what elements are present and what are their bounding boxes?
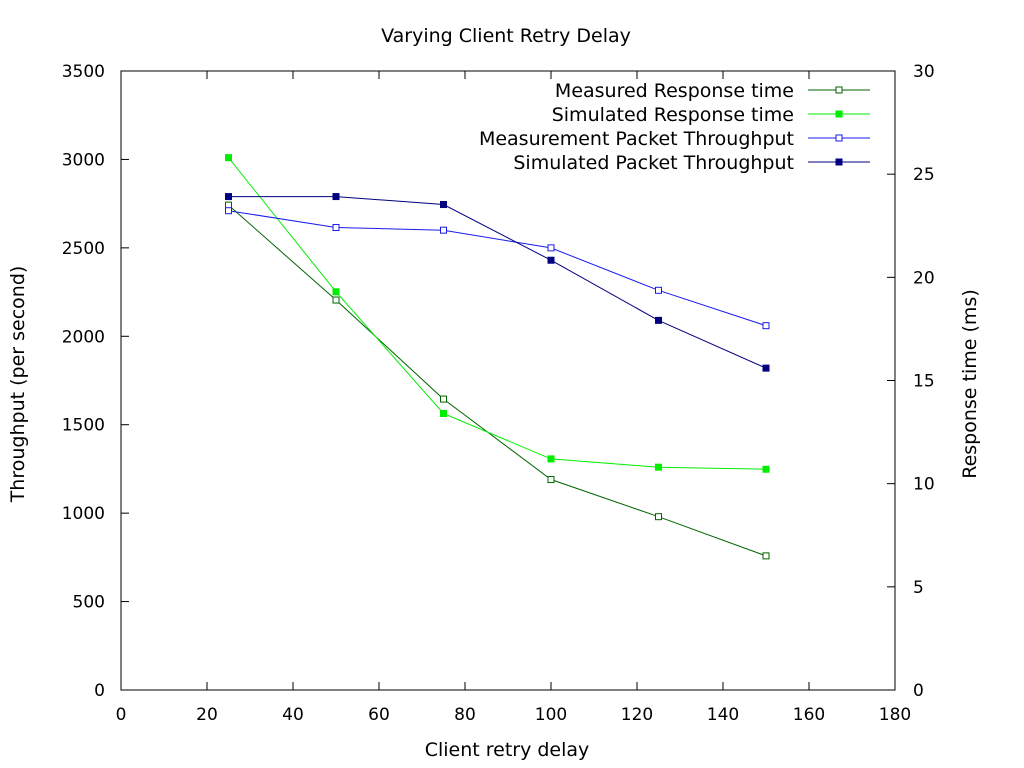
y-tick-label: 1000	[62, 504, 105, 524]
data-point	[225, 154, 232, 162]
data-point	[440, 410, 447, 418]
data-point	[332, 296, 340, 304]
y-tick-label: 3000	[62, 150, 105, 170]
y-tick-label: 500	[73, 593, 105, 613]
legend-marker	[835, 110, 843, 118]
x-tick-label: 120	[621, 705, 653, 725]
data-point	[225, 193, 232, 201]
legend-marker	[835, 158, 843, 166]
x-tick-label: 140	[707, 705, 739, 725]
series-line	[228, 157, 767, 470]
data-point	[762, 552, 770, 560]
y2-tick-label: 25	[913, 165, 935, 185]
data-point	[332, 193, 340, 201]
legend-marker	[835, 134, 843, 142]
y-axis-label: Throughput (per second)	[7, 266, 29, 504]
x-tick-label: 20	[196, 705, 218, 725]
series-2	[225, 207, 770, 330]
series-line	[228, 196, 767, 369]
y2-tick-label: 15	[913, 372, 935, 392]
series-layer	[225, 154, 770, 560]
data-point	[332, 224, 340, 232]
x-tick-label: 80	[454, 705, 476, 725]
y-tick-label: 2500	[62, 239, 105, 259]
data-point	[762, 322, 770, 330]
data-point	[655, 513, 662, 521]
data-point	[332, 288, 340, 296]
chart-title: Varying Client Retry Delay	[381, 25, 631, 47]
legend-label: Measured Response time	[555, 80, 794, 102]
y2-tick-label: 10	[913, 475, 935, 495]
y2-axis-label: Response time (ms)	[959, 289, 981, 479]
legend-label: Simulated Response time	[552, 104, 794, 126]
data-point	[655, 463, 662, 471]
data-point	[440, 395, 447, 403]
y-tick-label: 0	[94, 681, 105, 701]
data-point	[547, 244, 555, 252]
x-tick-label: 0	[116, 705, 127, 725]
data-point	[225, 201, 232, 209]
y-tick-label: 2000	[62, 327, 105, 347]
legend-marker	[835, 86, 843, 94]
data-point	[547, 256, 555, 264]
legend-label: Measurement Packet Throughput	[479, 128, 794, 150]
legend-label: Simulated Packet Throughput	[513, 152, 794, 174]
data-point	[655, 316, 662, 324]
x-tick-label: 40	[282, 705, 304, 725]
x-tick-label: 180	[879, 705, 911, 725]
series-line	[228, 204, 767, 557]
data-point	[655, 286, 662, 294]
y2-tick-label: 5	[913, 578, 924, 598]
series-line	[228, 210, 767, 327]
y-tick-label: 3500	[62, 62, 105, 82]
data-point	[440, 226, 447, 234]
y2-tick-label: 20	[913, 268, 935, 288]
axis-ticks: 0 20 40 60 80 100 120 140 160 1800500100015002000…	[62, 62, 935, 725]
series-3	[225, 193, 770, 372]
data-point	[440, 201, 447, 209]
x-tick-label: 100	[535, 705, 567, 725]
data-point	[762, 364, 770, 372]
data-point	[762, 465, 770, 473]
x-axis-label: Client retry delay	[425, 739, 590, 761]
x-tick-label: 60	[368, 705, 390, 725]
x-tick-label: 160	[793, 705, 825, 725]
data-point	[225, 207, 232, 215]
y-tick-label: 1500	[62, 416, 105, 436]
y2-tick-label: 0	[913, 681, 924, 701]
y2-tick-label: 30	[913, 62, 935, 82]
data-point	[547, 476, 555, 484]
series-1	[225, 154, 770, 473]
data-point	[547, 455, 555, 463]
